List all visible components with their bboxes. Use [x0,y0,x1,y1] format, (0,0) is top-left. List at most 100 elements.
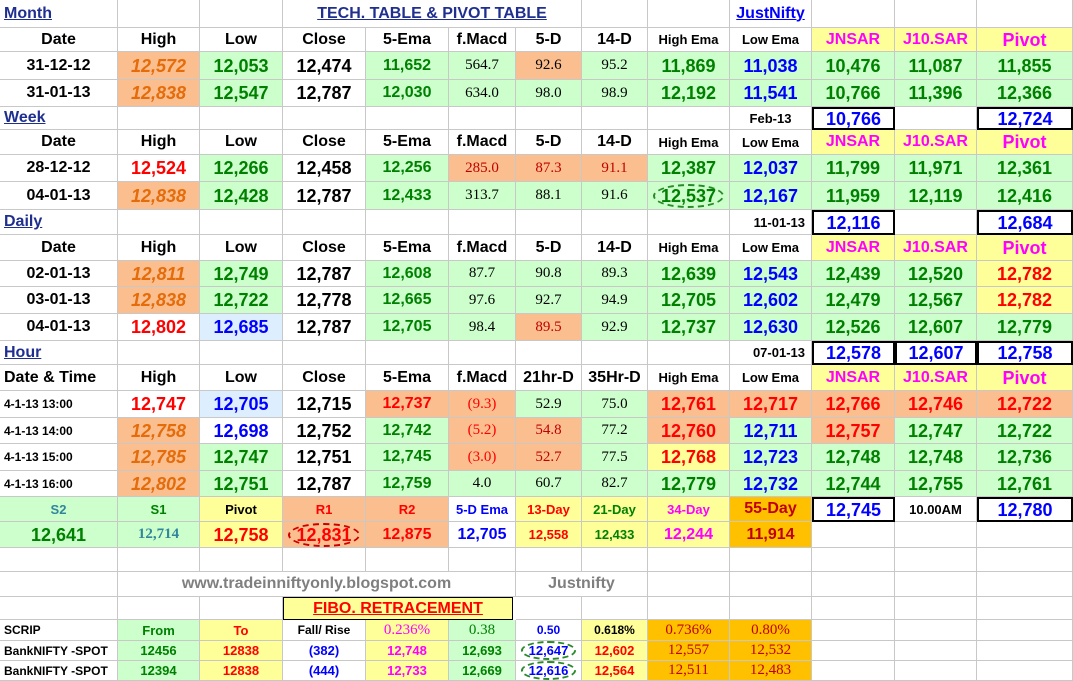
week-row-j10sar: 12,119 [895,182,977,210]
blank [977,641,1073,661]
hour-row-fmacd: (9.3) [449,391,516,418]
blank [895,0,977,28]
week-row-ema5: 12,256 [366,155,449,182]
blank [812,641,895,661]
month-row-date: 31-12-12 [0,52,118,80]
fibo-header: 0.38 [449,620,516,641]
section-month: Month [0,0,118,28]
hour-row-date: 4-1-13 15:00 [0,444,118,471]
header-14d: 35Hr-D [582,365,648,391]
header-low: Low [200,130,283,155]
highlight-oval: 12,647 [520,641,577,660]
hour-row-jnsar: 12,748 [812,444,895,471]
highlight-oval: 12,831 [288,522,360,547]
week-row-date: 04-01-13 [0,182,118,210]
header-low: Low [200,365,283,391]
month-next-pivot: 12,724 [977,107,1073,130]
header-high: High [118,235,200,261]
hour-row-ema5: 12,737 [366,391,449,418]
hour-row-low_ema: 12,732 [730,471,812,497]
blank [812,548,895,572]
daily-row-d14: 89.3 [582,261,648,287]
week-row-pivot: 12,416 [977,182,1073,210]
daily-next-label: 07-01-13 [730,341,812,365]
blank [895,597,977,620]
highlight-oval: 12,537 [652,183,725,208]
blank [582,341,648,365]
hour-row-ema5: 12,759 [366,471,449,497]
daily-row-pivot: 12,782 [977,287,1073,314]
daily-row-low_ema: 12,543 [730,261,812,287]
blank [200,548,283,572]
blank [977,620,1073,641]
week-row-jnsar: 11,959 [812,182,895,210]
header-low-ema: Low Ema [730,235,812,261]
month-next-jnsar: 10,766 [812,107,895,130]
blank [648,341,730,365]
fibo-header: Fall/ Rise [283,620,366,641]
daily-row-date: 04-01-13 [0,314,118,341]
header-high-ema: High Ema [648,365,730,391]
fibo-cell: 12,748 [366,641,449,661]
blank [895,572,977,597]
header-low-ema: Low Ema [730,365,812,391]
week-next-pivot: 12,684 [977,210,1073,235]
blank [648,572,730,597]
month-row-ema5: 11,652 [366,52,449,80]
daily-row-close: 12,787 [283,261,366,287]
blank [0,572,118,597]
week-row-low: 12,428 [200,182,283,210]
blank [582,0,648,28]
fibo-cell: 12,669 [449,661,516,681]
header-5d: 5-D [516,28,582,52]
blank [449,341,516,365]
blank [118,210,200,235]
pivot-level-label: 13-Day [516,497,582,522]
daily-row-low: 12,749 [200,261,283,287]
hour-row-high: 12,747 [118,391,200,418]
fibo-cell: 12,616 [516,661,582,681]
hour-row-d14: 77.5 [582,444,648,471]
daily-row-date: 03-01-13 [0,287,118,314]
blank [895,210,977,235]
fibo-header: To [200,620,283,641]
blank [895,107,977,130]
header-5d: 21hr-D [516,365,582,391]
pivot-level-label: S2 [0,497,118,522]
blank [200,597,283,620]
hour-row-j10sar: 12,746 [895,391,977,418]
header-high-ema: High Ema [648,235,730,261]
daily-row-d14: 92.9 [582,314,648,341]
pivot-level-label: 5-D Ema [449,497,516,522]
month-row-high_ema: 12,192 [648,80,730,107]
hour-row-jnsar: 12,744 [812,471,895,497]
daily-row-high: 12,802 [118,314,200,341]
hour-row-low_ema: 12,711 [730,418,812,444]
fibo-cell: 12,647 [516,641,582,661]
header-low: Low [200,28,283,52]
daily-row-date: 02-01-13 [0,261,118,287]
pivot-level-value: 12,558 [516,522,582,548]
header-ema5: 5-Ema [366,235,449,261]
hour-row-pivot: 12,736 [977,444,1073,471]
fibo-cell: 12,511 [648,661,730,681]
pivot-level-value: 12,433 [582,522,648,548]
hour-row-fmacd: (3.0) [449,444,516,471]
pivot-level-value: 12,641 [0,522,118,548]
blank [977,572,1073,597]
header-low-ema: Low Ema [730,28,812,52]
month-row-high: 12,838 [118,80,200,107]
hour-row-d14: 77.2 [582,418,648,444]
week-next-label: 11-01-13 [730,210,812,235]
month-row-pivot: 11,855 [977,52,1073,80]
hour-row-d5: 60.7 [516,471,582,497]
blank [449,107,516,130]
section-week: Week [0,107,118,130]
month-row-low_ema: 11,038 [730,52,812,80]
blank [582,597,648,620]
blank [118,0,200,28]
header-low-ema: Low Ema [730,130,812,155]
blank [895,620,977,641]
hour-row-close: 12,751 [283,444,366,471]
blank [516,341,582,365]
